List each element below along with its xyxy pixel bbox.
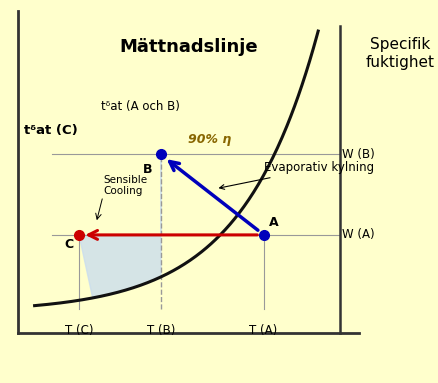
Text: tᵟat (C): tᵟat (C)	[25, 124, 78, 137]
Polygon shape	[79, 154, 161, 298]
Text: T (C): T (C)	[65, 324, 93, 337]
Text: T (B): T (B)	[147, 324, 175, 337]
Text: Mättnadslinje: Mättnadslinje	[119, 38, 258, 56]
Text: Sensible
Cooling: Sensible Cooling	[103, 175, 147, 196]
Text: C: C	[65, 238, 74, 251]
Text: 90% η: 90% η	[188, 133, 232, 146]
Text: T (A): T (A)	[249, 324, 278, 337]
Text: Specifik
fuktighet: Specifik fuktighet	[366, 37, 435, 70]
Text: tᵟat (A och B): tᵟat (A och B)	[101, 100, 180, 113]
Text: W (A): W (A)	[342, 228, 374, 241]
Text: A: A	[268, 216, 278, 229]
Text: B: B	[143, 164, 152, 177]
Text: W (B): W (B)	[342, 148, 375, 161]
Text: Evaporativ kylning: Evaporativ kylning	[219, 161, 374, 189]
